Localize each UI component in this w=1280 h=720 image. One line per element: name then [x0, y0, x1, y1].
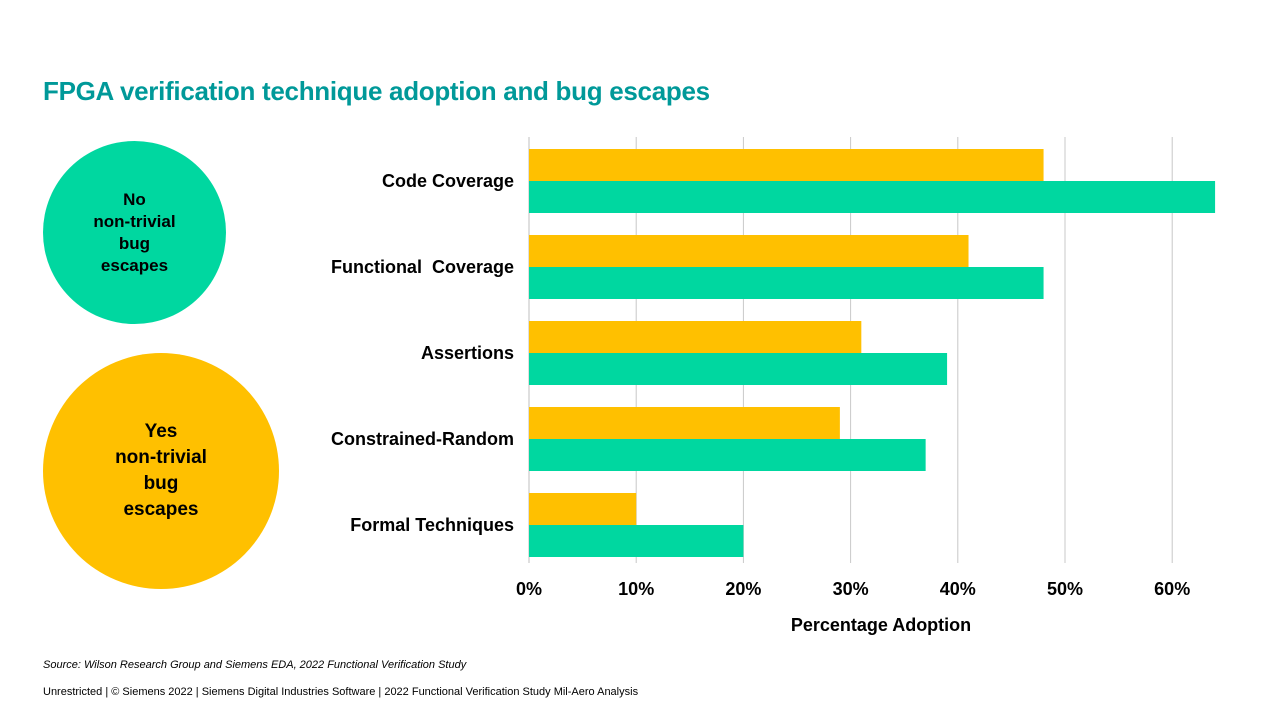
source-note: Source: Wilson Research Group and Siemen…	[43, 659, 467, 671]
x-axis-label: Percentage Adoption	[791, 615, 971, 635]
x-tick-labels: 0% 10% 20% 30% 40% 50% 60%	[516, 579, 1190, 599]
x-tick-label: 0%	[516, 579, 542, 599]
bar-constrained-random-no	[529, 439, 926, 471]
x-tick-label: 60%	[1154, 579, 1190, 599]
category-label: Functional Coverage	[331, 257, 514, 277]
bar-functional-coverage-no	[529, 267, 1044, 299]
legend-yes-bug-escapes: Yes non-trivial bug escapes	[43, 353, 279, 589]
bar-constrained-random-yes	[529, 407, 840, 439]
bar-code-coverage-no	[529, 181, 1216, 213]
bars	[529, 149, 1216, 557]
bar-code-coverage-yes	[529, 149, 1044, 181]
category-label: Code Coverage	[382, 171, 514, 191]
category-label: Constrained-Random	[331, 429, 514, 449]
legend-yes-label: Yes non-trivial bug escapes	[115, 421, 207, 520]
bar-formal-techniques-no	[529, 525, 744, 557]
x-tick-label: 30%	[833, 579, 869, 599]
bar-functional-coverage-yes	[529, 235, 969, 267]
category-label: Formal Techniques	[350, 515, 514, 535]
footer: Unrestricted | © Siemens 2022 | Siemens …	[43, 686, 639, 698]
x-tick-label: 40%	[940, 579, 976, 599]
bar-assertions-no	[529, 353, 948, 385]
category-labels: Code Coverage Functional Coverage Assertio…	[331, 171, 514, 535]
x-tick-label: 20%	[725, 579, 761, 599]
bar-assertions-yes	[529, 321, 862, 353]
x-tick-label: 50%	[1047, 579, 1083, 599]
page-title: FPGA verification technique adoption and…	[43, 76, 710, 106]
legend-no-bug-escapes: No non-trivial bug escapes	[43, 141, 226, 324]
legend-no-label: No non-trivial bug escapes	[93, 189, 176, 275]
bar-formal-techniques-yes	[529, 493, 637, 525]
x-tick-label: 10%	[618, 579, 654, 599]
category-label: Assertions	[421, 343, 514, 363]
